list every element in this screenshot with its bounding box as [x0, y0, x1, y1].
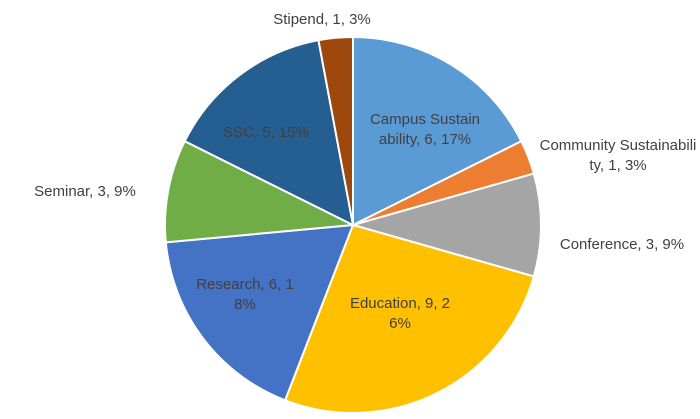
pie-slice: [164, 139, 357, 244]
data-label: Community Sustainability, 1, 3%: [539, 137, 697, 174]
pie-slice: [317, 35, 354, 226]
data-label: Stipend, 1, 3%: [273, 11, 371, 28]
data-label: Campus Sustainability, 6, 17%: [369, 111, 481, 148]
pie-slice: [164, 223, 355, 402]
data-label: SSC, 5, 15%: [223, 124, 309, 141]
data-label: Education, 9, 26%: [349, 295, 451, 332]
pie-slice: [283, 223, 536, 414]
data-label: Seminar, 3, 9%: [34, 183, 136, 200]
data-label: Research, 6, 18%: [196, 276, 294, 313]
pie-slice: [183, 39, 355, 227]
pie-slice: [349, 172, 542, 278]
data-label: Conference, 3, 9%: [559, 236, 685, 253]
pie-slice: [352, 35, 523, 227]
